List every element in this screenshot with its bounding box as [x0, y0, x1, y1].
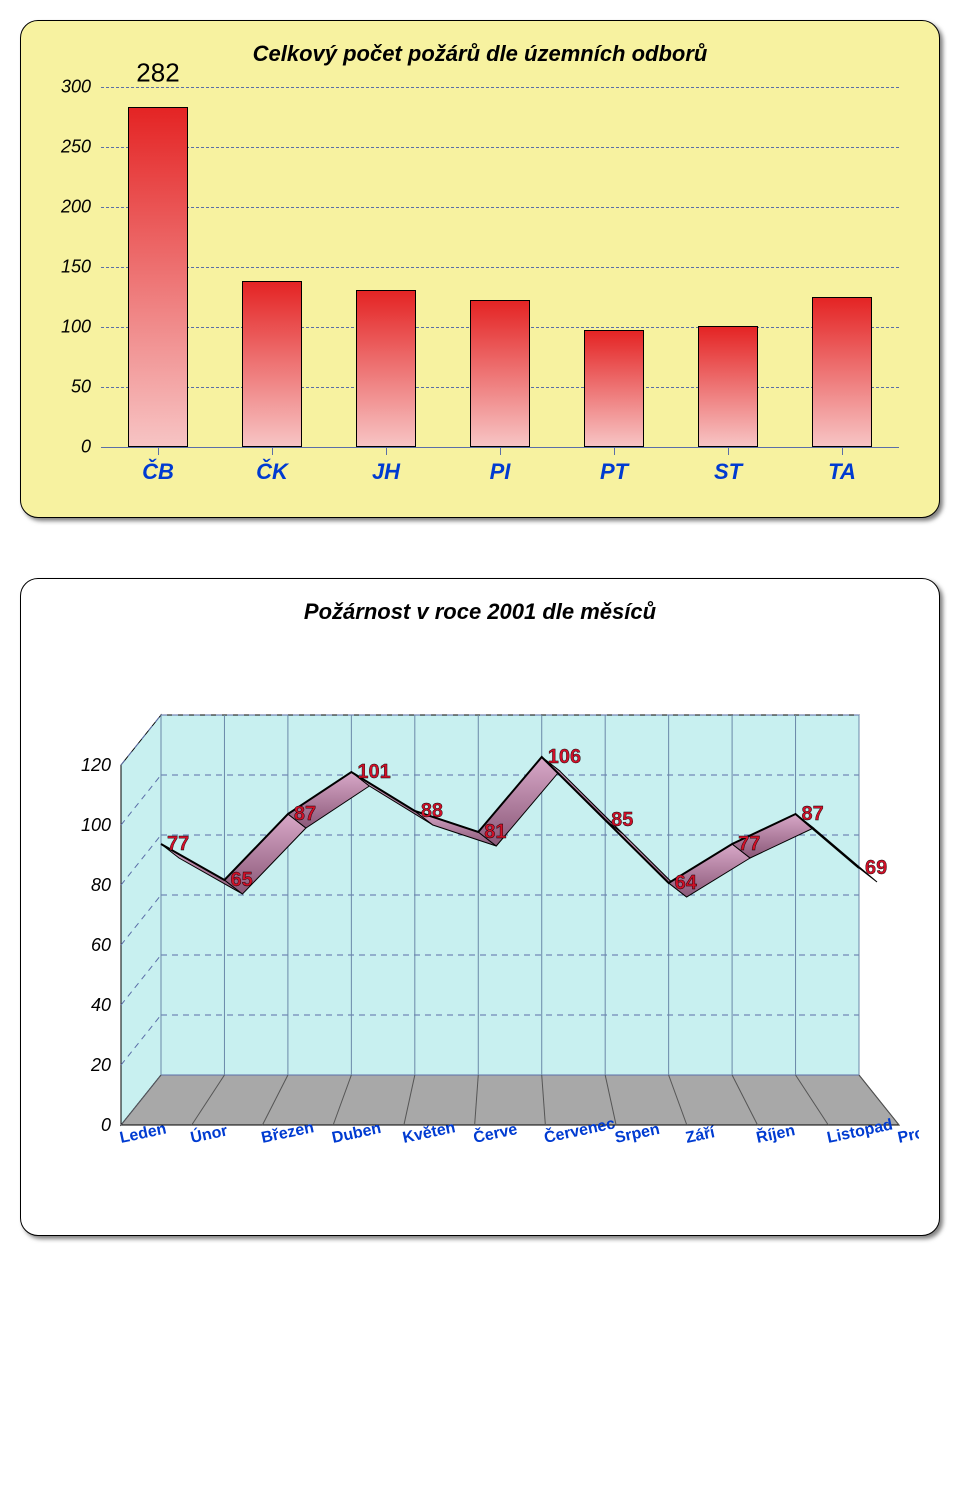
- bar-xlabel: ČK: [232, 459, 312, 485]
- bar-value-label: 96: [574, 0, 654, 83]
- bar-rect: [584, 330, 644, 447]
- bar-ylabel: 200: [41, 197, 91, 218]
- bar-value-label: 282: [118, 57, 198, 83]
- line-value-label: 77: [738, 833, 760, 855]
- bar-value-label: 121: [460, 0, 540, 83]
- bar-xlabel: PT: [574, 459, 654, 485]
- line-chart-svg: 0 20 40 60 80 100 120 77 65 87 101 88 81 106 85 64 77 87 6…: [41, 655, 919, 1195]
- line-ylabel: 100: [81, 815, 111, 835]
- line-chart-title: Požárnost v roce 2001 dle měsíců: [41, 599, 919, 625]
- bar-tick: [842, 447, 843, 455]
- line-value-label: 64: [675, 872, 698, 894]
- bar-ylabel: 0: [41, 437, 91, 458]
- bar-value-label: 99: [688, 0, 768, 83]
- bar-ylabel: 100: [41, 317, 91, 338]
- line-value-label: 101: [357, 761, 390, 783]
- line-chart-card: Požárnost v roce 2001 dle měsíců 0 20 40 60…: [20, 578, 940, 1236]
- bar-rect: [128, 107, 188, 447]
- bar-tick: [614, 447, 615, 455]
- bar-xlabel: PI: [460, 459, 540, 485]
- bar-group: 129JH: [346, 87, 426, 447]
- bar-group: 123TA: [802, 87, 882, 447]
- bar-group: 282ČB: [118, 87, 198, 447]
- line-value-label: 69: [865, 857, 887, 879]
- line-value-label: 88: [421, 800, 443, 822]
- line-ylabel: 60: [91, 935, 111, 955]
- line-value-label: 65: [230, 869, 252, 891]
- line-value-label: 85: [611, 809, 633, 831]
- bar-xlabel: JH: [346, 459, 426, 485]
- bar-chart: 0 50 100 150 200 250 300 282ČB 137ČK 129JH 121PI 96…: [41, 77, 919, 497]
- bar-group: 96PT: [574, 87, 654, 447]
- line-chart: 0 20 40 60 80 100 120 77 65 87 101 88 81 106 85 64 77 87 6…: [41, 655, 919, 1195]
- bar-value-label: 123: [802, 0, 882, 83]
- bar-tick: [158, 447, 159, 455]
- line-value-label: 81: [484, 821, 506, 843]
- line-ylabel: 40: [91, 995, 111, 1015]
- bar-rect: [698, 326, 758, 447]
- bar-ylabel: 50: [41, 377, 91, 398]
- bar-rect: [470, 300, 530, 447]
- line-value-label: 87: [294, 803, 316, 825]
- bar-rect: [242, 281, 302, 447]
- bar-ylabel: 150: [41, 257, 91, 278]
- line-value-label: 106: [548, 746, 581, 768]
- bar-group: 137ČK: [232, 87, 312, 447]
- bar-tick: [500, 447, 501, 455]
- bar-tick: [386, 447, 387, 455]
- bar-value-label: 129: [346, 0, 426, 83]
- bar-xlabel: TA: [802, 459, 882, 485]
- left-wall: [121, 715, 161, 1125]
- bar-group: 99ST: [688, 87, 768, 447]
- bar-rect: [812, 297, 872, 447]
- line-value-label: 87: [802, 803, 824, 825]
- bar-group: 121PI: [460, 87, 540, 447]
- line-ylabel: 20: [90, 1055, 111, 1075]
- bar-ylabel: 300: [41, 77, 91, 98]
- line-xlabel: Září: [684, 1124, 717, 1147]
- line-ylabel: 80: [91, 875, 111, 895]
- bar-ylabel: 250: [41, 137, 91, 158]
- bar-tick: [272, 447, 273, 455]
- bar-value-label: 137: [232, 0, 312, 83]
- line-ylabel: 120: [81, 755, 111, 775]
- bar-xlabel: ČB: [118, 459, 198, 485]
- line-xlabel: Prosinec: [896, 1116, 919, 1147]
- bar-chart-card: Celkový počet požárů dle územních odborů…: [20, 20, 940, 518]
- line-value-label: 77: [167, 833, 189, 855]
- line-ylabel: 0: [101, 1115, 111, 1135]
- bar-rect: [356, 290, 416, 447]
- bar-tick: [728, 447, 729, 455]
- floor: [121, 1075, 899, 1125]
- bar-xlabel: ST: [688, 459, 768, 485]
